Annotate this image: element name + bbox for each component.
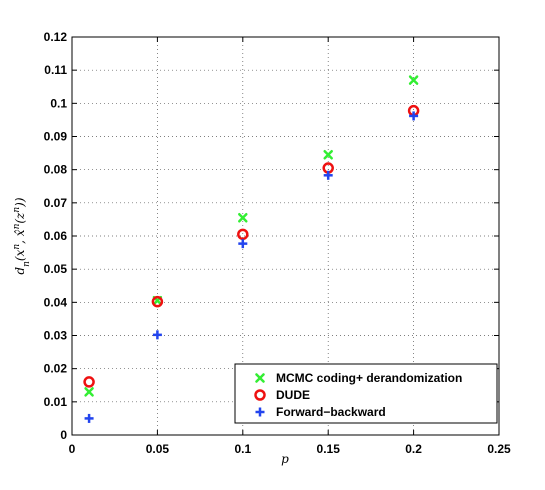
data-marks <box>83 75 420 423</box>
marker-ring <box>237 228 249 241</box>
legend-marker-0 <box>255 373 265 383</box>
y-tick-label: 0.03 <box>44 329 68 343</box>
data-point-o-2 <box>237 228 249 241</box>
data-point-x-0 <box>84 387 94 397</box>
y-tick-label: 0.12 <box>44 30 68 44</box>
data-point-+-2 <box>238 239 248 249</box>
data-point-+-3 <box>323 170 333 180</box>
legend-label-0: MCMC coding+ derandomization <box>276 371 462 385</box>
data-point-o-1 <box>151 295 164 308</box>
marker-stroke <box>238 213 248 223</box>
legend-label-2: Forward−backward <box>276 405 386 419</box>
y-tick-label: 0.09 <box>44 130 68 144</box>
marker-ring <box>151 295 164 308</box>
legend-marker-1 <box>254 389 266 401</box>
legend-marker-2 <box>255 407 265 417</box>
y-tick-label: 0.11 <box>44 63 67 77</box>
marker-ring <box>254 389 266 401</box>
marker-stroke <box>255 373 265 383</box>
y-tick-label: 0.06 <box>44 229 68 243</box>
marker-stroke <box>408 75 419 85</box>
y-tick-label: 0.04 <box>44 295 68 309</box>
y-tick-label: 0.01 <box>44 395 68 409</box>
marker-ring <box>83 376 95 388</box>
data-point-x-3 <box>323 149 333 160</box>
x-tick-label: 0.05 <box>146 442 170 456</box>
legend: MCMC coding+ derandomization DUDE Forward−… <box>234 363 498 424</box>
legend-box <box>234 363 498 424</box>
x-tick-label: 0.15 <box>317 442 341 456</box>
legend-label-1: DUDE <box>276 388 310 402</box>
data-point-x-4 <box>408 75 419 85</box>
y-tick-label: 0.07 <box>44 196 68 210</box>
y-tick-label: 0.05 <box>44 262 68 276</box>
data-point-+-1 <box>152 330 162 340</box>
x-tick-label: 0.25 <box>487 442 511 456</box>
y-tick-label: 0.08 <box>44 163 68 177</box>
data-point-o-0 <box>83 376 95 388</box>
x-tick-label: 0 <box>69 442 76 456</box>
y-tick-label: 0 <box>60 428 67 442</box>
data-point-x-2 <box>238 213 248 223</box>
x-tick-label: 0.1 <box>234 442 251 456</box>
marker-stroke <box>84 387 94 397</box>
y-tick-label: 0.1 <box>50 96 67 110</box>
x-tick-label: 0.2 <box>405 442 422 456</box>
data-point-+-4 <box>409 111 419 121</box>
data-point-+-0 <box>84 413 94 423</box>
y-tick-label: 0.02 <box>44 362 68 376</box>
marker-stroke <box>323 149 333 160</box>
axis-ticks: 0 0.05 0.1 0.15 0.2 0.25 0 0.01 0.02 0.03 0.04 0.05… <box>44 30 511 456</box>
x-axis-title: p <box>281 452 289 466</box>
